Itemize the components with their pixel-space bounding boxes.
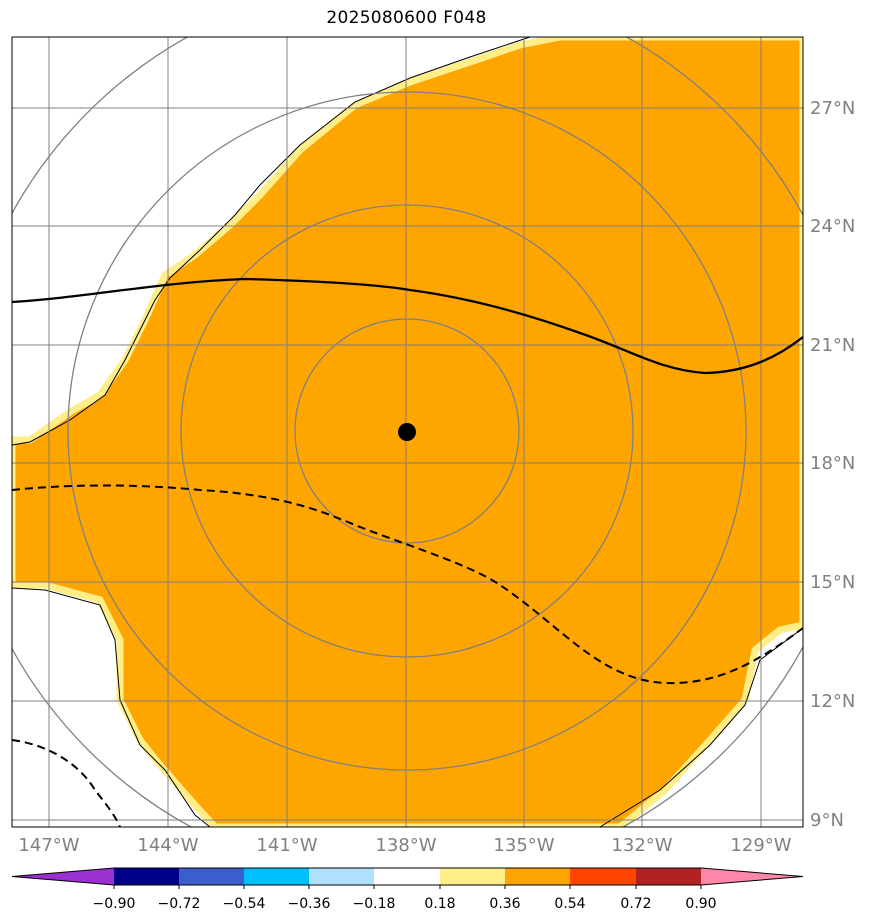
colorbar-tick-label: −0.18 [353, 896, 396, 912]
dashed-contour-line [12, 484, 803, 685]
colorbar-segment [179, 868, 244, 885]
colorbar-segment [244, 868, 309, 885]
coastline-south [12, 587, 211, 827]
lat-label: 24°N [810, 216, 855, 237]
map-frame [11, 36, 804, 828]
colorbar-segment [374, 868, 440, 885]
lat-label: 15°N [810, 572, 855, 593]
range-rings [12, 37, 803, 827]
lat-label: 9°N [810, 810, 844, 831]
colorbar-segment [505, 868, 570, 885]
colorbar-segment [570, 868, 636, 885]
map-plot-area [12, 37, 803, 827]
coastline-north [12, 37, 531, 446]
range-ring-3 [67, 91, 747, 771]
range-ring-2 [180, 204, 634, 658]
colorbar-segment [114, 868, 179, 885]
colorbar-tick-label: −0.90 [93, 896, 136, 912]
lon-label: 135°W [493, 835, 554, 856]
colorbar-tick-label: −0.72 [158, 896, 201, 912]
colorbar-segment [12, 868, 114, 885]
colorbar [11, 867, 804, 889]
range-ring-1 [294, 318, 520, 544]
colorbar-segment [701, 868, 803, 885]
colorbar-tick-label: 0.72 [620, 896, 651, 912]
colorbar-segment [636, 868, 701, 885]
lat-label: 21°N [810, 335, 855, 356]
lon-label: 141°W [256, 835, 317, 856]
colorbar-tick-label: −0.54 [223, 896, 266, 912]
colorbar-segment [440, 868, 505, 885]
lon-label: 138°W [375, 835, 436, 856]
colorbar-tick-label: 0.54 [554, 896, 585, 912]
lat-label: 18°N [810, 453, 855, 474]
lat-label: 12°N [810, 691, 855, 712]
colorbar-tick-label: 0.18 [424, 896, 455, 912]
lon-label: 147°W [18, 835, 79, 856]
colorbar-tick-labels: −0.90 −0.72 −0.54 −0.36 −0.18 0.18 0.36 … [93, 896, 717, 912]
dashed-contour-line-southwest [12, 739, 121, 827]
latitude-labels: 27°N 24°N 21°N 18°N 15°N 12°N 9°N [810, 98, 855, 831]
lon-label: 132°W [611, 835, 672, 856]
lon-label: 144°W [137, 835, 198, 856]
colorbar-tick-label: 0.90 [685, 896, 716, 912]
map-title: 2025080600 F048 [326, 8, 487, 28]
colorbar-segment [309, 868, 374, 885]
solid-contour-line [12, 277, 803, 375]
lon-label: 129°W [730, 835, 791, 856]
storm-center-marker [398, 423, 416, 441]
colorbar-tick-label: 0.36 [489, 896, 520, 912]
lat-label: 27°N [810, 98, 855, 119]
coastline-southeast [599, 627, 803, 827]
colorbar-tick-label: −0.36 [288, 896, 331, 912]
longitude-labels: 147°W 144°W 141°W 138°W 135°W 132°W 129°… [18, 835, 791, 856]
